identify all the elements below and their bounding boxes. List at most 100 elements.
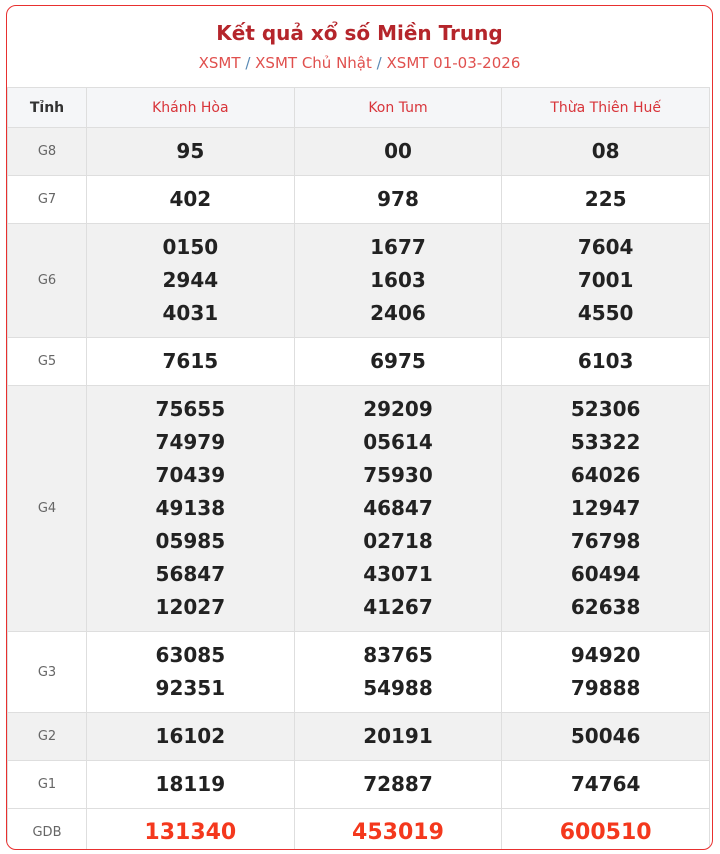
prize-number: 00 — [384, 139, 412, 163]
prize-number: 64026 — [570, 463, 641, 487]
prize-number: 2406 — [370, 301, 426, 325]
prize-number: 72887 — [363, 772, 433, 796]
prize-cell: 18119 — [86, 760, 295, 809]
prize-number: 92351 — [155, 676, 226, 700]
prize-number: 600510 — [559, 820, 652, 845]
province-header-label: Tỉnh — [7, 87, 87, 128]
prize-number: 12027 — [155, 595, 226, 619]
prize-cell: 7615 — [86, 337, 295, 386]
prize-number: 29209 — [363, 397, 433, 421]
prize-number: 453019 — [352, 820, 444, 845]
prize-cell: 978 — [293, 175, 503, 224]
prize-number: 83765 — [363, 643, 433, 667]
prize-row-g3: G3 63085 92351 83765 54988 94920 79888 — [7, 631, 710, 713]
prize-number: 4550 — [577, 301, 634, 325]
prize-row-g8: G8 95 00 08 — [7, 127, 710, 176]
prize-number: 62638 — [570, 595, 641, 619]
prize-number: 79888 — [570, 676, 641, 700]
prize-number: 402 — [169, 187, 212, 211]
prize-number: 94920 — [570, 643, 641, 667]
prize-row-gdb: GDB 131340 453019 600510 — [7, 808, 710, 849]
prize-label: G3 — [7, 631, 87, 713]
results-table: Tỉnh Khánh Hòa Kon Tum Thừa Thiên Huế G8… — [7, 87, 710, 849]
prize-number: 54988 — [363, 676, 433, 700]
prize-number: 131340 — [144, 820, 237, 845]
breadcrumb-xsmt-date[interactable]: XSMT 01-03-2026 — [386, 54, 521, 72]
province-kon-tum[interactable]: Kon Tum — [293, 87, 503, 128]
prize-label: G6 — [7, 223, 87, 338]
prize-cell: 72887 — [293, 760, 503, 809]
prize-number: 70439 — [155, 463, 226, 487]
prize-number: 7001 — [577, 268, 634, 292]
province-khanh-hoa[interactable]: Khánh Hòa — [86, 87, 295, 128]
prize-label: G7 — [7, 175, 87, 224]
breadcrumb: XSMT / XSMT Chủ Nhật / XSMT 01-03-2026 — [7, 52, 712, 74]
prize-number: 46847 — [363, 496, 433, 520]
breadcrumb-xsmt-sunday[interactable]: XSMT Chủ Nhật — [255, 54, 372, 72]
prize-number: 1603 — [370, 268, 426, 292]
prize-cell: 7604 7001 4550 — [501, 223, 710, 338]
header-row: Tỉnh Khánh Hòa Kon Tum Thừa Thiên Huế — [7, 87, 710, 128]
prize-cell: 6975 — [293, 337, 503, 386]
prize-cell: 83765 54988 — [293, 631, 503, 713]
prize-label: G2 — [7, 712, 87, 761]
prize-row-g5: G5 7615 6975 6103 — [7, 337, 710, 386]
page-title: Kết quả xổ số Miền Trung — [216, 21, 503, 45]
prize-number: 05985 — [155, 529, 226, 553]
results-card: Kết quả xổ số Miền Trung XSMT / XSMT Chủ… — [6, 5, 713, 850]
prize-number: 7615 — [162, 349, 219, 373]
prize-number: 50046 — [570, 724, 641, 748]
prize-cell: 63085 92351 — [86, 631, 295, 713]
prize-cell: 600510 — [501, 808, 710, 849]
breadcrumb-xsmt[interactable]: XSMT — [198, 54, 241, 72]
prize-number: 49138 — [155, 496, 226, 520]
prize-cell: 00 — [293, 127, 503, 176]
prize-cell: 94920 79888 — [501, 631, 710, 713]
prize-row-g2: G2 16102 20191 50046 — [7, 712, 710, 761]
prize-number: 60494 — [570, 562, 641, 586]
prize-number: 02718 — [363, 529, 433, 553]
prize-label: G4 — [7, 385, 87, 632]
prize-row-g6: G6 0150 2944 4031 1677 1603 2406 7604 7001 4550 — [7, 223, 710, 338]
prize-cell: 1677 1603 2406 — [293, 223, 503, 338]
breadcrumb-separator: / — [376, 54, 382, 72]
prize-number: 63085 — [155, 643, 226, 667]
prize-number: 20191 — [363, 724, 433, 748]
prize-number: 74979 — [155, 430, 226, 454]
prize-cell: 95 — [86, 127, 295, 176]
prize-number: 4031 — [162, 301, 219, 325]
prize-number: 18119 — [155, 772, 226, 796]
prize-cell: 16102 — [86, 712, 295, 761]
prize-number: 16102 — [155, 724, 226, 748]
prize-cell: 08 — [501, 127, 710, 176]
prize-cell: 50046 — [501, 712, 710, 761]
prize-row-g7: G7 402 978 225 — [7, 175, 710, 224]
prize-row-g4: G4 75655 74979 70439 49138 05985 56847 12027 292… — [7, 385, 710, 632]
prize-number: 76798 — [570, 529, 641, 553]
breadcrumb-separator: / — [245, 54, 251, 72]
prize-cell: 225 — [501, 175, 710, 224]
prize-number: 75655 — [155, 397, 226, 421]
prize-cell: 20191 — [293, 712, 503, 761]
prize-cell: 29209 05614 75930 46847 02718 43071 41267 — [293, 385, 503, 632]
prize-number: 05614 — [363, 430, 433, 454]
prize-number: 6103 — [577, 349, 634, 373]
prize-number: 7604 — [577, 235, 634, 259]
prize-label: G5 — [7, 337, 87, 386]
prize-cell: 0150 2944 4031 — [86, 223, 295, 338]
prize-number: 12947 — [570, 496, 641, 520]
prize-label: GDB — [7, 808, 87, 849]
prize-cell: 74764 — [501, 760, 710, 809]
prize-number: 53322 — [570, 430, 641, 454]
prize-cell: 453019 — [293, 808, 503, 849]
province-thua-thien-hue[interactable]: Thừa Thiên Huế — [501, 87, 710, 128]
prize-number: 225 — [584, 187, 627, 211]
prize-number: 2944 — [162, 268, 219, 292]
prize-cell: 52306 53322 64026 12947 76798 60494 62638 — [501, 385, 710, 632]
prize-number: 95 — [176, 139, 205, 163]
prize-label: G1 — [7, 760, 87, 809]
prize-number: 43071 — [363, 562, 433, 586]
prize-number: 41267 — [363, 595, 433, 619]
prize-number: 0150 — [162, 235, 219, 259]
prize-cell: 131340 — [86, 808, 295, 849]
